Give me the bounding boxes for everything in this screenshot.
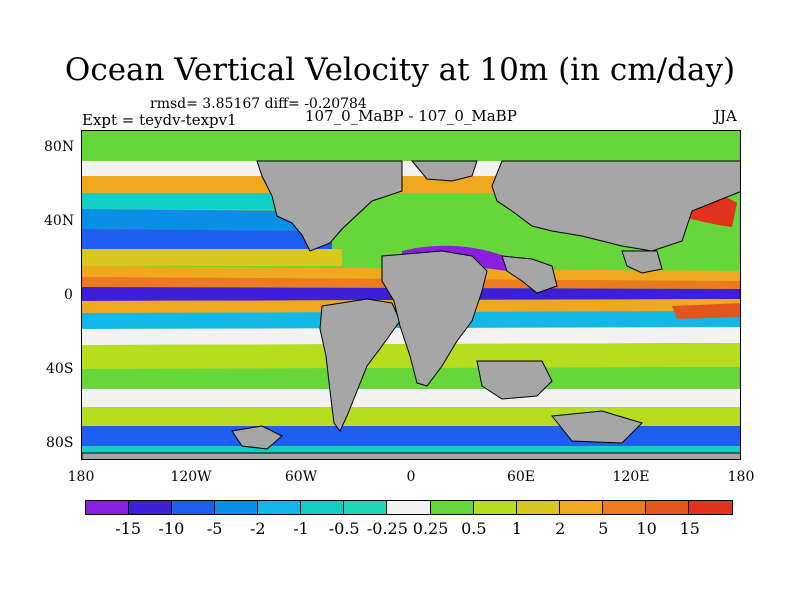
colorbar-label: 0.25 (412, 519, 449, 538)
map-plot (81, 130, 741, 460)
colorbar-swatch (344, 501, 388, 514)
x-tick-60e: 60E (506, 469, 536, 485)
colorbar-swatch (602, 501, 646, 514)
land-antarctic-peninsula (231, 425, 283, 450)
band-north-pacific-3 (82, 229, 332, 249)
colorbar-swatch (559, 501, 603, 514)
y-tick-80n: 80N (44, 139, 75, 155)
colorbar-label: 10 (636, 519, 657, 538)
colorbar-swatch (645, 501, 689, 514)
land-greenland (410, 160, 478, 182)
x-tick-180w: 180 (67, 469, 95, 485)
x-tick-0: 0 (406, 469, 416, 485)
band-southern-ocean-3 (82, 426, 740, 446)
land-arabia-india (501, 255, 558, 294)
colorbar-swatch (473, 501, 517, 514)
season-label: JJA (714, 107, 737, 125)
land-maritime (621, 250, 663, 274)
x-tick-120w: 120W (170, 469, 212, 485)
y-tick-40n: 40N (44, 213, 75, 229)
colorbar-label: -2 (250, 519, 266, 538)
band-north-pacific (82, 193, 312, 209)
y-tick-0: 0 (64, 287, 73, 303)
land-eurasia (491, 160, 740, 252)
colorbar-swatch (688, 501, 732, 514)
colorbar (85, 500, 733, 515)
y-tick-80s: 80S (46, 435, 74, 451)
band-north-pacific-2 (82, 209, 322, 231)
land-north-america (256, 160, 403, 252)
land-antarctica (82, 452, 740, 459)
colorbar-label: -15 (115, 519, 142, 538)
colorbar-label: -0.25 (366, 519, 408, 538)
colorbar-label: -5 (206, 519, 223, 538)
x-tick-180e: 180 (727, 469, 755, 485)
colorbar-swatch (258, 501, 302, 514)
map-svg (82, 131, 740, 459)
patch-east-indian (672, 303, 740, 319)
x-tick-120e: 120E (612, 469, 650, 485)
colorbar-label: -1 (293, 519, 309, 538)
colorbar-swatch (215, 501, 259, 514)
band-southern-ocean-1 (82, 389, 740, 407)
land-australia (476, 360, 553, 400)
chart-title: Ocean Vertical Velocity at 10m (in cm/da… (64, 52, 736, 88)
colorbar-label: 5 (598, 519, 609, 538)
experiment-label: Expt = teydv-texpv1 (82, 111, 237, 129)
colorbar-swatch (387, 501, 431, 514)
colorbar-swatch (172, 501, 216, 514)
band-south-mid (82, 367, 740, 389)
colorbar-label: 0.5 (461, 519, 487, 538)
colorbar-swatch (86, 501, 130, 514)
band-subtropical (82, 249, 342, 266)
x-tick-60w: 60W (284, 469, 318, 485)
colorbar-swatch (129, 501, 173, 514)
colorbar-label: -10 (158, 519, 185, 538)
runs-label: 107_0_MaBP - 107_0_MaBP (305, 107, 517, 125)
colorbar-swatch (516, 501, 560, 514)
colorbar-swatch (301, 501, 345, 514)
land-south-america (319, 298, 401, 432)
land (82, 160, 740, 459)
colorbar-swatch (430, 501, 474, 514)
land-east-antarctica-lobe (551, 410, 643, 444)
colorbar-label: 15 (679, 519, 700, 538)
stats-label: rmsd= 3.85167 diff= -0.20784 (150, 96, 367, 112)
colorbar-label: -0.5 (328, 519, 360, 538)
colorbar-label: 2 (555, 519, 566, 538)
velocity-bands (82, 161, 740, 459)
colorbar-label: 1 (511, 519, 523, 538)
land-africa (381, 250, 488, 387)
y-tick-40s: 40S (46, 361, 74, 377)
